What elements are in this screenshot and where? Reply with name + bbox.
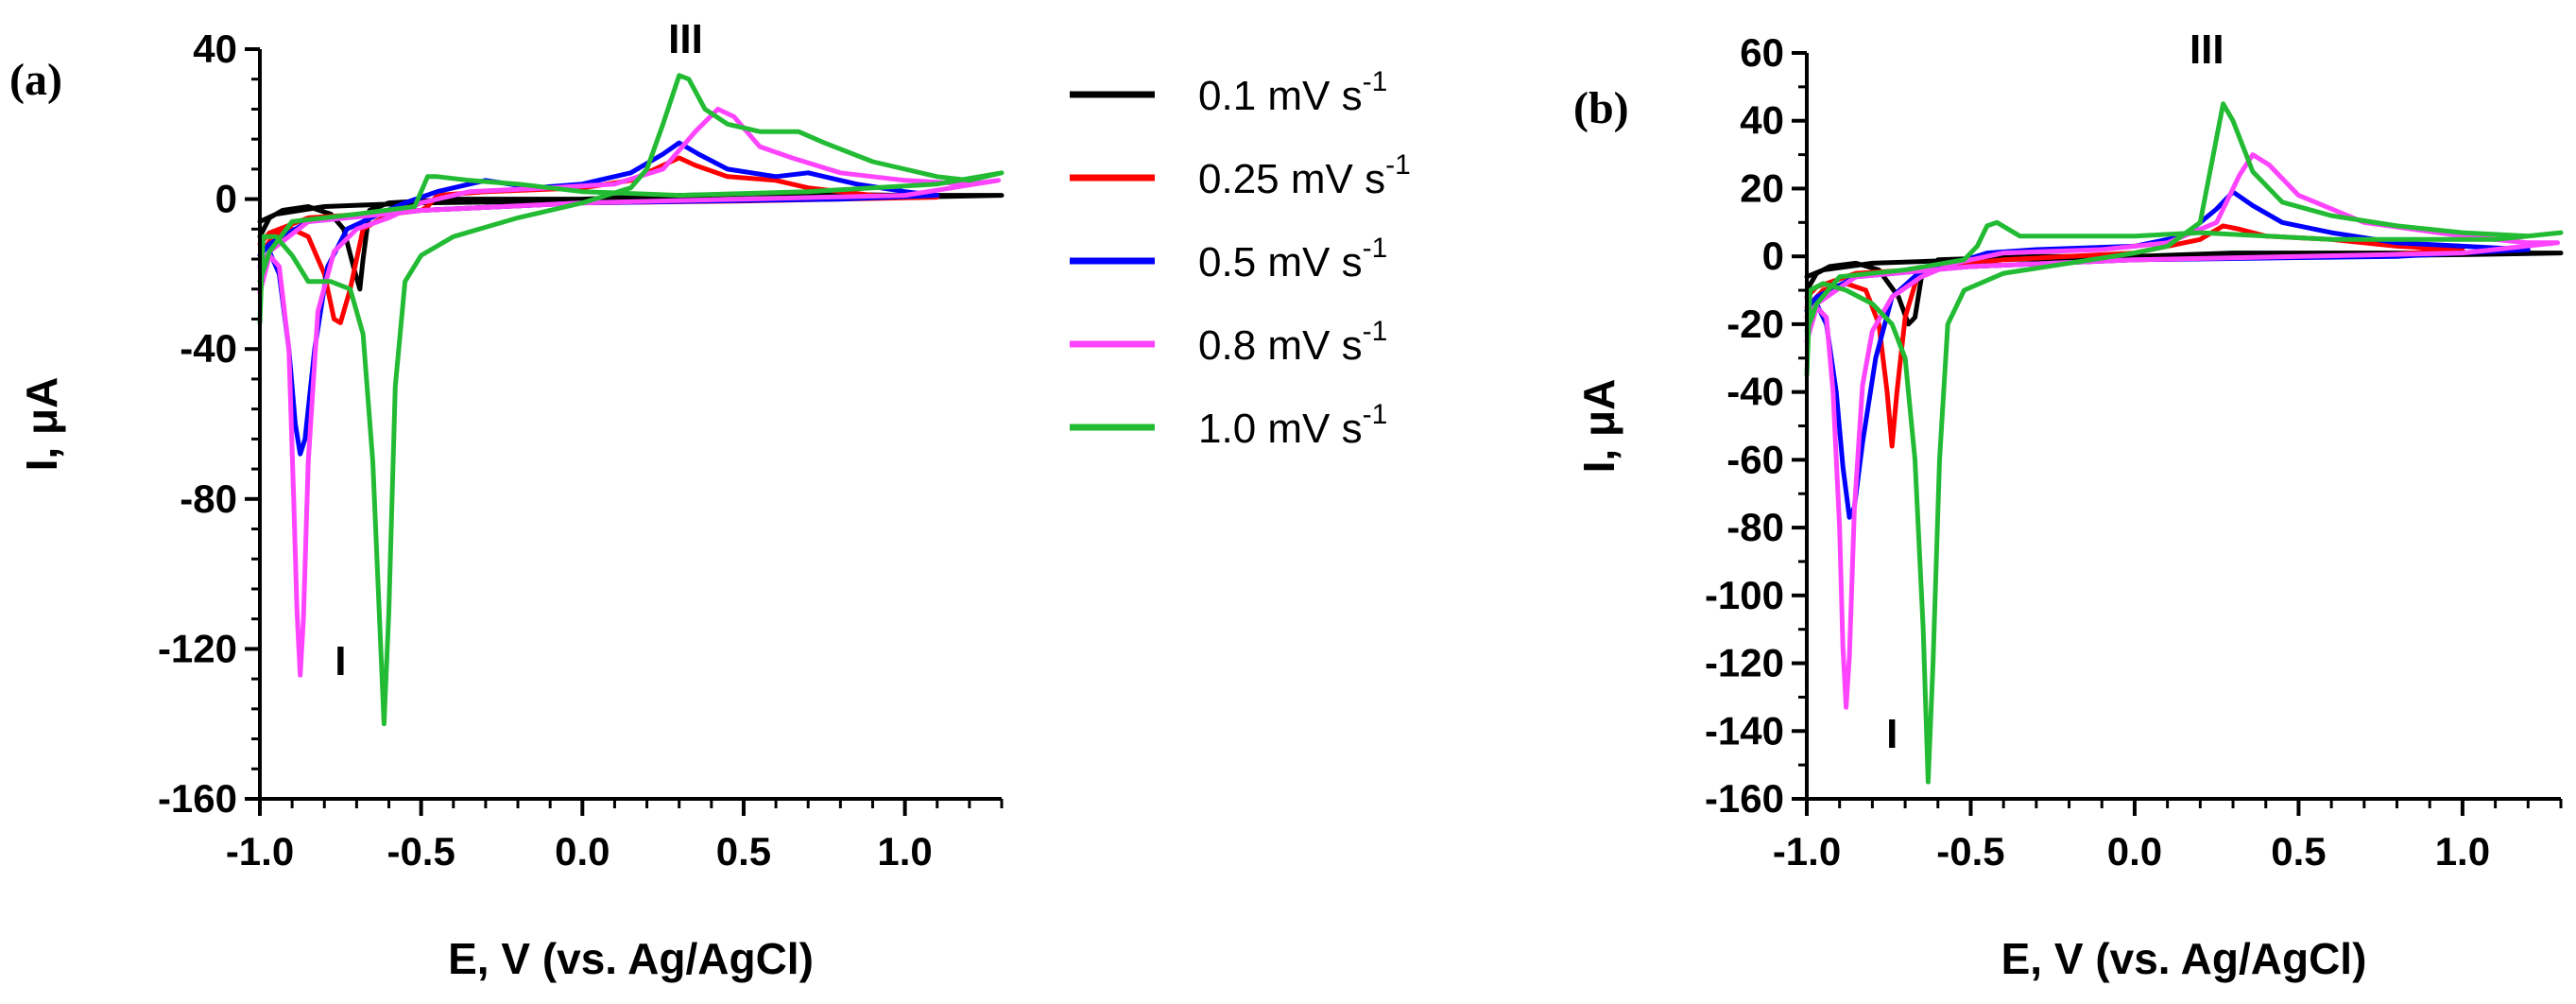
panel-label: (b) xyxy=(1573,83,1629,133)
y-tick-label: -120 xyxy=(1705,641,1784,685)
y-axis-title: I, μA xyxy=(17,377,66,472)
series-line-0.1-mv-s-1 xyxy=(257,191,1005,292)
panel-a: -160 -120 -80 -40 0 40 -1.0 -0.5 0.0 0.5 1.0 E, V (… xyxy=(9,16,1005,983)
y-tick-label: -140 xyxy=(1705,708,1784,753)
y-tick-label: -160 xyxy=(1705,776,1784,821)
y-tick-label: -80 xyxy=(1726,505,1784,549)
panel-b: -160 -140 -120 -100 -80 -60 -40 -20 0 20 40 60 -1.0 -… xyxy=(1573,26,2564,983)
panel-label: (a) xyxy=(9,55,62,105)
x-axis-title: E, V (vs. Ag/AgCl) xyxy=(448,934,814,983)
x-tick-label: -0.5 xyxy=(386,829,455,874)
y-tick-label: -60 xyxy=(1726,437,1784,481)
y-tick-label: 0 xyxy=(1762,234,1784,278)
series-line-1.0-mv-s-1 xyxy=(257,73,1005,727)
y-tick-label: -80 xyxy=(180,476,237,521)
y-tick-label: 60 xyxy=(1740,30,1784,75)
x-tick-label: 0.5 xyxy=(716,829,771,874)
x-axis-title: E, V (vs. Ag/AgCl) xyxy=(2001,934,2367,983)
x-tick-label: -1.0 xyxy=(1773,829,1841,874)
series-line-0.1-mv-s-1 xyxy=(1804,251,2564,327)
legend-label: 0.8 mV s-1 xyxy=(1198,316,1387,369)
legend-label: 0.1 mV s-1 xyxy=(1198,66,1387,119)
x-tick-label: 0.5 xyxy=(2271,829,2326,874)
y-tick-label: 0 xyxy=(215,177,237,221)
legend-label: 1.0 mV s-1 xyxy=(1198,399,1387,452)
y-tick-label: 40 xyxy=(1740,98,1784,143)
peak-annotation: I xyxy=(335,638,346,684)
peak-annotation: III xyxy=(2190,26,2224,73)
x-tick-label: 1.0 xyxy=(877,829,932,874)
x-tick-label: 0.0 xyxy=(2107,829,2162,874)
y-tick-label: -160 xyxy=(158,776,237,821)
x-tick-label: -0.5 xyxy=(1936,829,2004,874)
y-tick-label: -20 xyxy=(1726,302,1784,346)
legend-label: 0.25 mV s-1 xyxy=(1198,149,1411,202)
x-tick-label: -1.0 xyxy=(226,829,294,874)
y-tick-label: -100 xyxy=(1705,573,1784,617)
y-tick-label: -40 xyxy=(1726,370,1784,414)
series-line-0.8-mv-s-1 xyxy=(1804,152,2560,710)
x-tick-label: 1.0 xyxy=(2435,829,2490,874)
legend-label: 0.5 mV s-1 xyxy=(1198,233,1387,286)
y-tick-label: 40 xyxy=(193,26,237,71)
y-axis-title: I, μA xyxy=(1574,379,1623,474)
x-tick-label: 0.0 xyxy=(555,829,610,874)
peak-annotation: III xyxy=(668,16,703,62)
y-tick-label: -40 xyxy=(180,326,237,371)
peak-annotation: I xyxy=(1886,711,1898,757)
y-tick-label: 20 xyxy=(1740,165,1784,210)
legend: 0.1 mV s-1 0.25 mV s-1 0.5 mV s-1 0.8 mV s-… xyxy=(1070,66,1411,452)
y-tick-label: -120 xyxy=(158,626,237,670)
series-line-1.0-mv-s-1 xyxy=(1804,101,2564,785)
